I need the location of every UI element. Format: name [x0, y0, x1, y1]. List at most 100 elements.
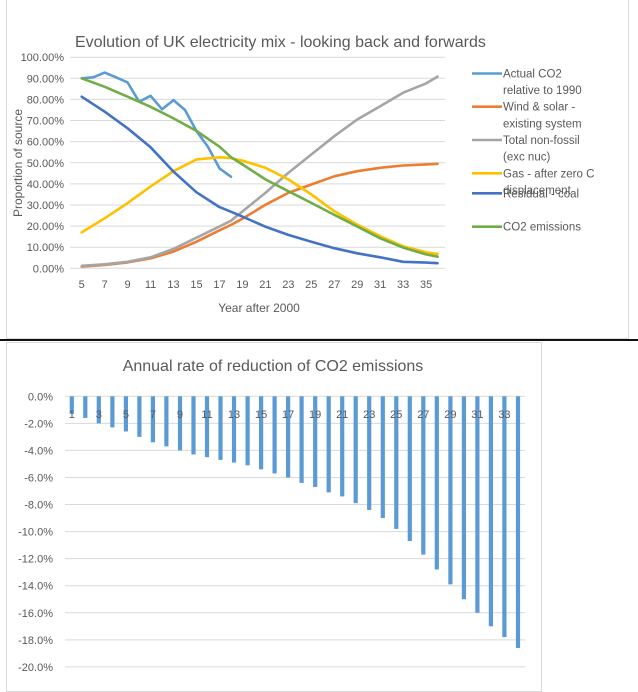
legend-label: Actual CO2 — [503, 69, 562, 81]
series-line-5 — [80, 77, 439, 259]
x-tick-label: 29 — [444, 409, 456, 421]
bar-14 — [245, 396, 250, 466]
bar-25 — [394, 396, 399, 529]
y-tick-label: 100.00% — [21, 52, 65, 64]
series-line-0 — [80, 71, 233, 178]
y-tick-label: 30.00% — [27, 200, 65, 212]
line-chart: Evolution of UK electricity mix - lookin… — [11, 34, 594, 315]
x-tick-label: 7 — [150, 409, 156, 421]
series-line-2 — [80, 75, 439, 268]
x-tick-label: 27 — [417, 409, 429, 421]
y-tick-label: 0.00% — [33, 263, 64, 275]
y-tick-label: -14.0% — [18, 581, 53, 593]
bar-28 — [434, 396, 439, 570]
x-tick-label: 13 — [228, 409, 240, 421]
y-tick-label: -2.0% — [24, 418, 53, 430]
x-tick-label: 11 — [201, 409, 212, 421]
y-tick-label: -16.0% — [18, 608, 53, 620]
bar-10 — [191, 396, 196, 455]
x-tick-label: 29 — [351, 279, 363, 291]
bar-18 — [299, 396, 304, 483]
x-tick-label: 3 — [96, 409, 102, 421]
y-tick-label: 20.00% — [27, 221, 65, 233]
chart-separator — [0, 339, 638, 341]
bar-16 — [272, 396, 277, 474]
x-tick-label: 17 — [282, 409, 294, 421]
x-tick-label: 5 — [79, 279, 85, 291]
y-tick-label: -20.0% — [18, 662, 53, 674]
y-tick-label: 70.00% — [27, 116, 65, 128]
x-tick-label: 35 — [420, 279, 432, 291]
legend-label: Wind & solar - — [503, 102, 575, 114]
x-tick-label: 15 — [255, 409, 267, 421]
x-tick-label: 11 — [145, 279, 156, 291]
x-tick-label: 17 — [213, 279, 225, 291]
x-tick-label: 31 — [471, 409, 483, 421]
bar-3 — [96, 396, 101, 424]
bar-4 — [110, 396, 115, 428]
bar-11 — [204, 396, 210, 458]
bar-20 — [326, 396, 331, 493]
bar-32 — [488, 396, 493, 627]
x-tick-label: 21 — [336, 409, 348, 421]
legend-item: Wind & solar - existing system — [472, 102, 582, 130]
bar-5 — [123, 396, 128, 432]
y-tick-label: -12.0% — [18, 554, 53, 566]
y-tick-label: -10.0% — [18, 527, 53, 539]
legend-label: Total non-fossil — [503, 135, 580, 147]
legend-label: relative to 1990 — [503, 85, 582, 97]
x-tick-label: 5 — [123, 409, 129, 421]
x-tick-label: 27 — [328, 279, 340, 291]
y-tick-label: -6.0% — [24, 472, 53, 484]
x-tick-label: 25 — [305, 279, 317, 291]
x-tick-label: 23 — [282, 279, 294, 291]
x-tick-label: 9 — [125, 279, 131, 291]
bar-30 — [461, 396, 466, 600]
chart-title: Annual rate of reduction of CO2 emission… — [123, 358, 424, 375]
x-tick-label: 13 — [167, 279, 179, 291]
bar-1 — [69, 396, 74, 414]
y-tick-label: 60.00% — [27, 137, 65, 149]
y-tick-label: 50.00% — [27, 158, 65, 170]
x-tick-label: 31 — [374, 279, 386, 291]
x-tick-label: 33 — [498, 409, 510, 421]
y-tick-label: 40.00% — [27, 179, 65, 191]
y-tick-label: 10.00% — [27, 242, 65, 254]
x-axis-label: Year after 2000 — [218, 301, 300, 315]
bar-22 — [353, 396, 358, 504]
bar-31 — [475, 396, 480, 613]
bar-33 — [502, 396, 507, 638]
legend-item: Actual CO2 relative to 1990 — [472, 69, 582, 97]
x-tick-label: 19 — [236, 279, 248, 291]
x-tick-label: 23 — [363, 409, 375, 421]
y-tick-label: -8.0% — [24, 500, 53, 512]
legend-label: displacement — [503, 185, 572, 197]
y-tick-label: 0.0% — [28, 391, 53, 403]
x-tick-label: 7 — [102, 279, 108, 291]
bar-29 — [448, 396, 453, 585]
x-tick-label: 33 — [397, 279, 409, 291]
series-line-3 — [80, 156, 439, 256]
legend-label: Gas - after zero C — [503, 168, 594, 180]
y-tick-label: 80.00% — [27, 94, 65, 106]
series-line-4 — [80, 95, 439, 265]
bar-34 — [515, 396, 521, 648]
legend-item: Residual - coal — [472, 188, 579, 200]
bar-13 — [231, 396, 237, 463]
legend-item: CO2 emissions — [472, 222, 581, 234]
bar-9 — [177, 396, 183, 451]
x-tick-label: 15 — [190, 279, 202, 291]
line-chart-frame — [6, 0, 629, 339]
y-axis-label: Proportion of source — [11, 109, 25, 217]
legend-item: Total non-fossil (exc nuc) — [472, 135, 580, 164]
bar-27 — [421, 396, 426, 555]
y-tick-label: 90.00% — [27, 73, 65, 85]
bar-26 — [407, 396, 412, 542]
bar-6 — [137, 396, 142, 437]
legend-item: Gas - after zero C displacement — [472, 168, 594, 197]
y-tick-label: -4.0% — [24, 445, 53, 457]
chart-title: Evolution of UK electricity mix - lookin… — [75, 34, 486, 51]
legend-label: Residual - coal — [503, 188, 579, 200]
bar-21 — [340, 396, 345, 497]
